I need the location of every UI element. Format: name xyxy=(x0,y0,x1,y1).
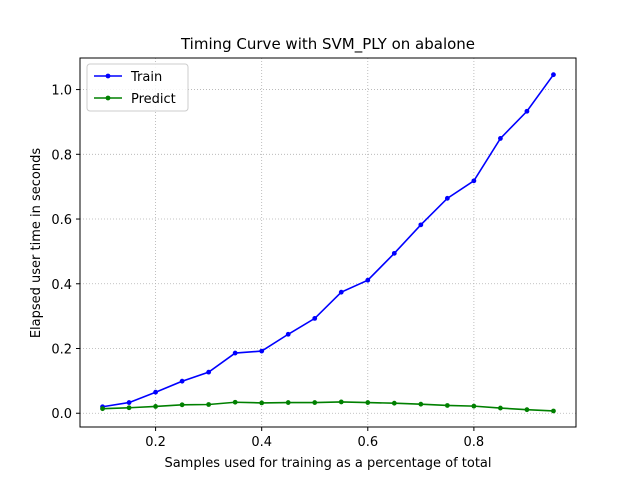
data-point-predict xyxy=(312,400,318,405)
data-point-predict xyxy=(551,408,556,414)
y-tick-label: 0.6 xyxy=(51,213,72,228)
data-point-train xyxy=(391,250,397,256)
data-point-predict xyxy=(418,401,424,407)
data-point-train xyxy=(418,222,424,228)
series-line-predict xyxy=(102,401,554,412)
chart-title: Timing Curve with SVM_PLY on abalone xyxy=(180,35,475,54)
x-axis-label: Samples used for training as a percentag… xyxy=(164,456,491,471)
data-point-predict xyxy=(365,400,371,405)
data-point-predict xyxy=(524,407,530,413)
data-point-predict xyxy=(338,399,344,405)
data-point-predict xyxy=(444,403,450,408)
legend-marker-train xyxy=(105,73,111,79)
data-point-predict xyxy=(100,406,105,412)
data-point-predict xyxy=(232,399,238,405)
x-tick-label: 0.2 xyxy=(145,435,166,450)
legend-label-predict: Predict xyxy=(131,92,176,107)
data-point-predict xyxy=(259,400,265,406)
data-point-predict xyxy=(179,402,185,408)
y-tick-label: 0.0 xyxy=(51,407,72,422)
data-point-train xyxy=(179,378,185,384)
data-point-train xyxy=(259,348,265,354)
series-line-train xyxy=(102,74,555,408)
y-axis-label: Elapsed user time in seconds xyxy=(29,148,44,339)
data-point-predict xyxy=(471,403,477,409)
data-point-predict xyxy=(126,405,132,411)
y-tick-label: 1.0 xyxy=(51,84,72,99)
y-tick-label: 0.4 xyxy=(51,278,72,293)
data-point-train xyxy=(365,277,371,283)
data-point-train xyxy=(551,72,556,78)
data-point-train xyxy=(232,350,238,356)
x-tick-label: 0.4 xyxy=(251,435,272,450)
data-point-train xyxy=(285,331,291,337)
data-point-train xyxy=(444,195,450,201)
data-point-train xyxy=(498,136,503,141)
legend-label-train: Train xyxy=(130,70,162,85)
x-tick-label: 0.8 xyxy=(464,435,485,450)
data-point-predict xyxy=(498,405,503,411)
y-tick-label: 0.2 xyxy=(51,343,72,358)
data-point-train xyxy=(312,316,318,321)
data-point-train xyxy=(471,178,477,184)
data-point-predict xyxy=(206,402,212,407)
data-point-train xyxy=(338,289,344,295)
x-tick-label: 0.6 xyxy=(357,435,378,450)
data-point-train xyxy=(153,389,158,395)
data-point-train xyxy=(206,369,212,375)
plot-frame xyxy=(79,57,577,428)
data-point-train xyxy=(524,108,530,114)
legend-marker-predict xyxy=(105,95,111,101)
data-point-train xyxy=(126,400,132,405)
data-point-predict xyxy=(285,400,291,405)
data-point-predict xyxy=(391,400,397,406)
y-tick-label: 0.8 xyxy=(51,148,72,163)
data-point-predict xyxy=(153,404,158,409)
